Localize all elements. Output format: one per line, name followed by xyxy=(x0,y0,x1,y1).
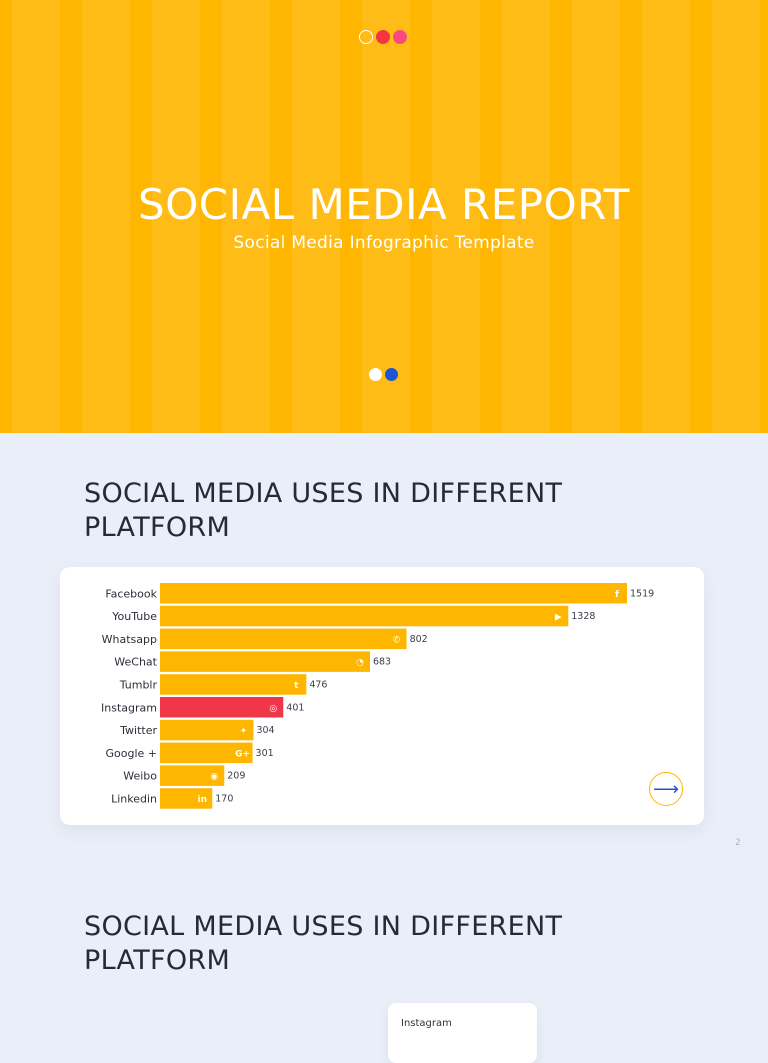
bar xyxy=(160,719,254,741)
instagram-card: Instagram xyxy=(388,1003,537,1063)
bar xyxy=(160,605,569,627)
category-label: Facebook xyxy=(105,587,157,600)
dot-red xyxy=(376,30,390,44)
pager-dot-active[interactable] xyxy=(385,368,398,381)
bar xyxy=(160,742,253,764)
data-label: 170 xyxy=(215,793,233,804)
bar xyxy=(160,583,627,604)
decor-stripe xyxy=(222,0,270,433)
category-label: Linkedin xyxy=(111,792,157,805)
facebook-icon: f xyxy=(615,590,619,600)
decor-stripe xyxy=(12,0,60,433)
whatsapp-icon: ✆ xyxy=(393,635,401,645)
bar xyxy=(160,651,370,672)
dot-pink xyxy=(393,30,407,44)
category-label: Google + xyxy=(105,747,157,760)
bar xyxy=(160,674,307,695)
google-plus-icon: G+ xyxy=(235,749,250,759)
data-label: 304 xyxy=(256,725,274,736)
bar xyxy=(160,765,225,786)
data-label: 1328 xyxy=(571,611,595,622)
decor-stripe xyxy=(432,0,480,433)
bar xyxy=(160,788,213,809)
data-label: 209 xyxy=(227,771,245,782)
decor-stripe xyxy=(712,0,760,433)
page-number: 2 xyxy=(735,838,741,848)
decor-stripe xyxy=(642,0,690,433)
decor-stripe xyxy=(362,0,410,433)
twitter-icon: ✦ xyxy=(240,727,248,737)
page-subtitle: Social Media Infographic Template xyxy=(233,233,535,253)
hero-banner: SOCIAL MEDIA REPORT Social Media Infogra… xyxy=(0,0,768,433)
category-label: Weibo xyxy=(123,770,157,783)
pager-dot[interactable] xyxy=(369,368,382,381)
decor-stripe xyxy=(292,0,340,433)
section-title: SOCIAL MEDIA USES IN DIFFERENT PLATFORM xyxy=(84,478,563,543)
page-title: SOCIAL MEDIA REPORT xyxy=(138,180,630,229)
decor-stripe xyxy=(152,0,200,433)
bar xyxy=(160,628,407,650)
slide-pager xyxy=(369,368,398,381)
category-label: WeChat xyxy=(114,656,157,669)
window-dots xyxy=(359,30,407,44)
data-label: 301 xyxy=(256,748,274,759)
section-title: SOCIAL MEDIA USES IN DIFFERENT PLATFORM xyxy=(84,911,563,976)
data-label: 1519 xyxy=(630,588,654,599)
linkedin-icon: in xyxy=(198,795,208,805)
dot-outline xyxy=(359,30,373,44)
category-label: Instagram xyxy=(101,701,157,714)
decor-stripe xyxy=(82,0,130,433)
data-label: 802 xyxy=(410,634,428,645)
bar xyxy=(160,697,284,718)
next-button[interactable]: ⟶ xyxy=(649,772,683,806)
category-label: Tumblr xyxy=(119,678,158,691)
youtube-icon: ▶ xyxy=(555,613,562,623)
weibo-icon: ◉ xyxy=(210,772,218,782)
category-label: Twitter xyxy=(119,724,157,737)
data-label: 401 xyxy=(286,702,304,713)
data-label: 476 xyxy=(309,679,327,690)
tumblr-icon: t xyxy=(294,681,299,691)
category-label: YouTube xyxy=(111,610,157,623)
data-label: 683 xyxy=(373,657,391,668)
instagram-icon: ◎ xyxy=(269,704,277,714)
category-label: Whatsapp xyxy=(102,633,157,646)
arrow-right-icon: ⟶ xyxy=(653,778,679,800)
decor-stripe xyxy=(572,0,620,433)
bar-chart: Facebook f 1519 YouTube ▶ 1328 Whatsapp ✆ 802 WeC… xyxy=(101,583,654,809)
decor-stripe xyxy=(502,0,550,433)
wechat-icon: ◔ xyxy=(356,658,364,668)
